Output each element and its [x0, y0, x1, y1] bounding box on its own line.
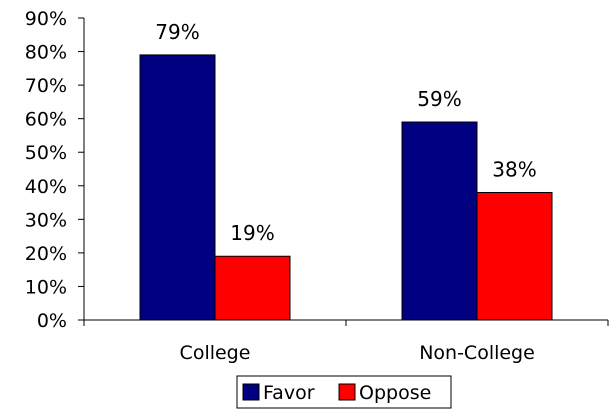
y-tick-label: 30% — [25, 209, 67, 231]
y-tick-label: 50% — [25, 142, 67, 164]
data-label: 79% — [155, 20, 199, 44]
x-axis: College Non-College — [83, 319, 609, 364]
legend-swatch-favor — [242, 383, 260, 401]
data-label: 59% — [417, 87, 461, 111]
legend-label-oppose: Oppose — [359, 382, 431, 404]
data-labels: 79% 19% 59% 38% — [155, 20, 536, 245]
y-tick-label: 40% — [25, 176, 67, 198]
y-axis: 0% 10% 20% 30% 40% 50% 60% 70% 80% 90% — [25, 8, 85, 332]
y-tick-label: 80% — [25, 42, 67, 64]
bar-oppose-2 — [476, 191, 553, 321]
bar-favor-2 — [401, 121, 478, 321]
y-tick-label: 70% — [25, 75, 67, 97]
data-label: 19% — [230, 221, 274, 245]
y-tick-label: 20% — [25, 243, 67, 265]
legend-swatch-oppose — [338, 383, 356, 401]
bars — [139, 54, 553, 321]
y-tick-label: 60% — [25, 109, 67, 131]
y-tick-label: 90% — [25, 8, 67, 30]
legend-label-favor: Favor — [263, 382, 315, 404]
bar-oppose-1 — [214, 255, 291, 321]
bar-favor-1 — [139, 54, 216, 321]
legend: Favor Oppose — [236, 375, 452, 409]
y-tick-label: 0% — [37, 310, 67, 332]
data-label: 38% — [492, 157, 536, 181]
category-label: Non-College — [419, 342, 535, 364]
category-label: College — [180, 342, 251, 364]
y-tick-label: 10% — [25, 276, 67, 298]
